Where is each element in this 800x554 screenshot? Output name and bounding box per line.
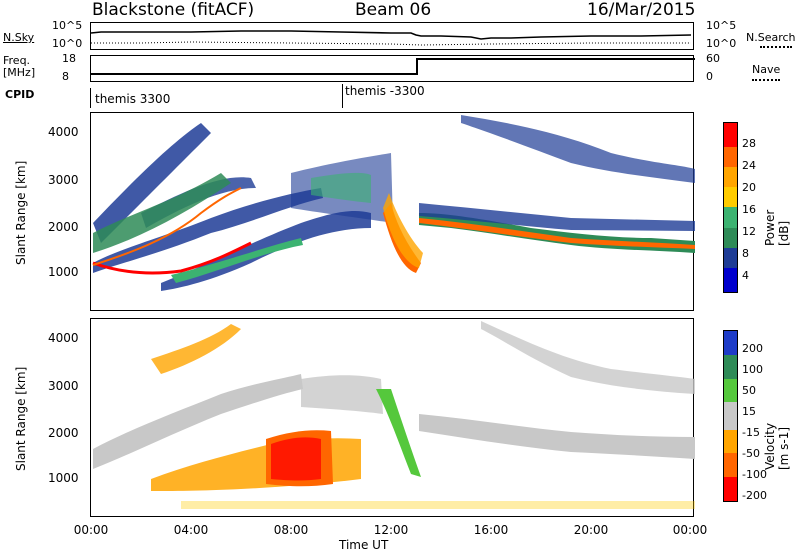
velocity-ytick-2000: 2000: [48, 426, 79, 440]
xtick-0800: 08:00: [273, 523, 309, 537]
freq-panel: [90, 55, 695, 82]
velocity-ylabel: Slant Range [km]: [14, 366, 28, 471]
power-cbtick-16: 16: [742, 203, 756, 216]
xtick-2000: 20:00: [573, 523, 609, 537]
power-ylabel: Slant Range [km]: [14, 160, 28, 265]
velocity-cbtick-15: 15: [742, 405, 756, 418]
power-main-band-core: [92, 241, 252, 275]
xtick-1600: 16:00: [473, 523, 509, 537]
power-heatmap: [92, 115, 695, 291]
xtick-1200: 12:00: [373, 523, 409, 537]
nave-tick-high: 60: [706, 52, 720, 65]
noise-trace: [90, 30, 692, 46]
noise-left-tick-high: 10^5: [52, 19, 83, 32]
power-ytick-3000: 3000: [48, 173, 79, 187]
noise-right-tick-low: 10^0: [706, 37, 737, 50]
velocity-cbtick-neg200: -200: [742, 489, 767, 502]
power-ytick-2000: 2000: [48, 220, 79, 234]
power-cbtick-24: 24: [742, 159, 756, 172]
xtick-0000: 00:00: [73, 523, 109, 537]
power-ytick-4000: 4000: [48, 125, 79, 139]
nave-label: Nave: [752, 63, 781, 76]
noise-search-legend-line: [760, 46, 792, 48]
velocity-echo-blobs: [93, 321, 695, 509]
velocity-heatmap: [93, 321, 695, 509]
xtick-2400: 00:00: [672, 523, 708, 537]
date-label: 16/Mar/2015: [587, 0, 696, 20]
cpid-mode-2: themis -3300: [345, 84, 425, 98]
cpid-divider-change: [342, 84, 343, 108]
freq-left-tick-low: 8: [62, 70, 69, 83]
noise-panel: [90, 22, 694, 50]
freq-left-tick-high: 18: [62, 52, 76, 65]
noise-left-tick-low: 10^0: [52, 37, 83, 50]
cpid-divider-start: [90, 88, 91, 108]
xtick-0400: 04:00: [173, 523, 209, 537]
velocity-panel: [90, 318, 695, 517]
freq-label-line1: Freq.: [3, 54, 31, 67]
velocity-cbtick-neg50: -50: [742, 447, 760, 460]
velocity-colorbar-label: Velocity [m s-1]: [763, 422, 791, 470]
nave-legend-line: [752, 79, 780, 81]
noise-right-tick-high: 10^5: [706, 19, 737, 32]
noise-search-label: N.Search: [746, 31, 796, 44]
power-colorbar-label: Power [dB]: [763, 209, 791, 246]
power-colorbar: [723, 122, 738, 293]
velocity-cbtick-100: 100: [742, 363, 763, 376]
power-echo-blobs: [93, 115, 695, 291]
velocity-cbtick-neg15: -15: [742, 426, 760, 439]
power-cbtick-20: 20: [742, 181, 756, 194]
nave-tick-low: 0: [706, 70, 713, 83]
velocity-ytick-3000: 3000: [48, 379, 79, 393]
power-panel: [90, 112, 695, 311]
cpid-mode-1: themis 3300: [95, 92, 171, 106]
velocity-ytick-4000: 4000: [48, 331, 79, 345]
freq-label-line2: [MHz]: [3, 66, 36, 79]
power-cbtick-28: 28: [742, 137, 756, 150]
freq-trace: [91, 58, 695, 75]
cpid-label: CPID: [5, 88, 35, 101]
power-cbtick-4: 4: [742, 269, 749, 282]
power-cbtick-8: 8: [742, 247, 749, 260]
velocity-cbtick-neg100: -100: [742, 468, 767, 481]
velocity-ytick-1000: 1000: [48, 471, 79, 485]
xlabel: Time UT: [339, 538, 389, 552]
velocity-colorbar: [723, 330, 738, 502]
power-ytick-1000: 1000: [48, 265, 79, 279]
power-cbtick-12: 12: [742, 225, 756, 238]
plot-title: Blackstone (fitACF): [92, 0, 255, 20]
noise-sky-label: N.Sky: [3, 31, 35, 44]
velocity-cbtick-200: 200: [742, 342, 763, 355]
beam-label: Beam 06: [355, 0, 432, 20]
velocity-cbtick-50: 50: [742, 384, 756, 397]
